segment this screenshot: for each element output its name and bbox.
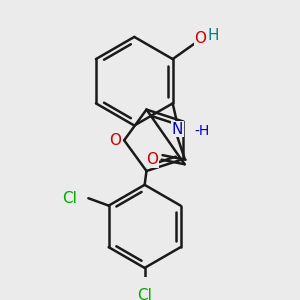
Text: O: O	[109, 133, 121, 148]
Text: -H: -H	[194, 124, 209, 138]
Text: Cl: Cl	[137, 288, 152, 300]
Text: Cl: Cl	[62, 191, 77, 206]
Text: N: N	[172, 122, 183, 137]
Text: H: H	[208, 28, 219, 44]
Text: O: O	[194, 31, 206, 46]
Text: O: O	[146, 152, 158, 167]
